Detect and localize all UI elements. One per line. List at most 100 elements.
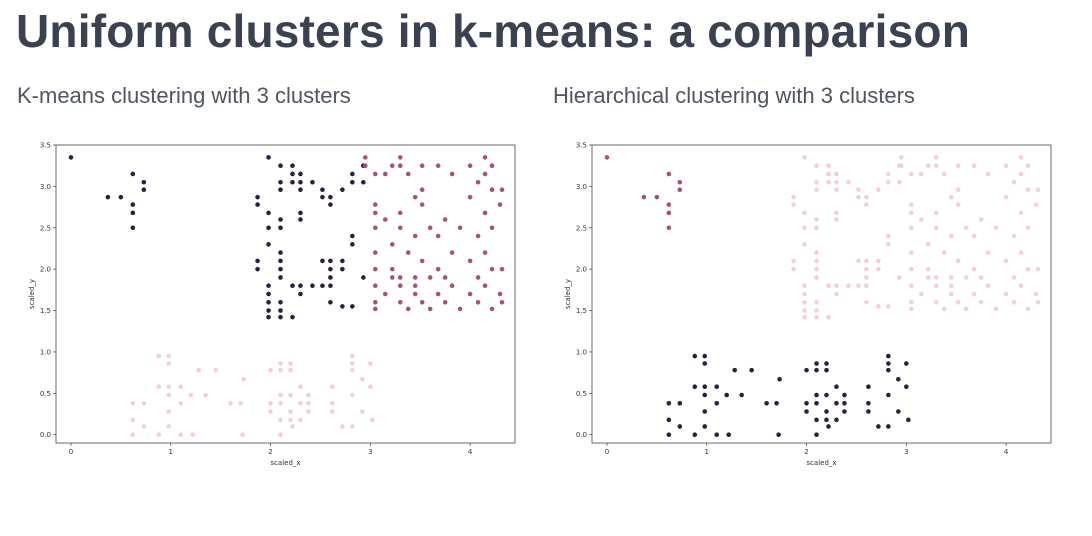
- scatter-point: [834, 291, 839, 297]
- scatter-point: [814, 417, 819, 423]
- y-axis-label: scaled_y: [564, 279, 572, 309]
- scatter-point: [298, 384, 303, 390]
- scatter-point: [266, 314, 271, 320]
- scatter-point: [1011, 275, 1017, 280]
- scatter-point: [360, 409, 365, 414]
- y-tick-label: 1.0: [576, 348, 587, 356]
- scatter-point: [397, 299, 403, 305]
- scatter-point: [834, 283, 839, 289]
- scatter-point: [310, 179, 315, 185]
- scatter-point: [842, 392, 847, 398]
- scatter-point: [726, 432, 732, 438]
- scatter-point: [876, 304, 881, 309]
- scatter-point: [130, 432, 136, 438]
- scatter-point: [499, 299, 505, 305]
- scatter-point: [933, 275, 939, 280]
- scatter-point: [846, 283, 851, 289]
- scatter-point: [363, 163, 368, 168]
- scatter-point: [419, 258, 425, 264]
- scatter-point: [1035, 299, 1041, 305]
- kmeans-chart-title: K-means clustering with 3 clusters: [17, 83, 351, 108]
- scatter-point: [826, 314, 831, 320]
- scatter-point: [842, 409, 847, 414]
- scatter-point: [130, 210, 136, 216]
- scatter-point: [804, 409, 809, 414]
- scatter-point: [1018, 283, 1024, 289]
- scatter-point: [963, 225, 969, 231]
- scatter-point: [886, 367, 891, 373]
- scatter-point: [397, 283, 403, 289]
- scatter-point: [702, 409, 708, 414]
- scatter-point: [666, 210, 672, 216]
- scatter-point: [373, 225, 378, 231]
- scatter-point: [340, 187, 345, 192]
- scatter-point: [985, 250, 991, 255]
- scatter-point: [714, 400, 720, 406]
- x-tick-label: 3: [904, 448, 908, 456]
- scatter-point: [105, 194, 111, 200]
- scatter-point: [389, 163, 395, 168]
- scatter-point: [896, 409, 901, 414]
- scatter-point: [985, 171, 991, 177]
- x-axis-label: scaled_x: [806, 459, 836, 467]
- scatter-point: [941, 306, 947, 312]
- x-tick-label: 1: [705, 448, 709, 456]
- scatter-point: [238, 400, 243, 406]
- scatter-point: [826, 163, 831, 168]
- scatter-point: [497, 291, 503, 297]
- scatter-point: [166, 353, 172, 359]
- scatter-point: [328, 258, 333, 264]
- scatter-point: [955, 258, 961, 264]
- scatter-point: [1003, 163, 1009, 168]
- scatter-point: [971, 233, 977, 239]
- scatter-points: [68, 155, 505, 438]
- scatter-point: [166, 392, 172, 398]
- scatter-point: [834, 384, 839, 390]
- scatter-point: [178, 384, 184, 390]
- scatter-point: [427, 275, 433, 280]
- scatter-point: [130, 171, 136, 177]
- scatter-point: [457, 225, 463, 231]
- scatter-point: [933, 283, 939, 289]
- scatter-point: [677, 179, 683, 185]
- scatter-point: [886, 353, 891, 359]
- scatter-point: [978, 299, 984, 305]
- scatter-point: [1033, 291, 1039, 297]
- y-tick-label: 0.5: [576, 390, 587, 398]
- plot-area-frame: [591, 144, 1052, 444]
- y-tick-label: 1.0: [40, 348, 51, 356]
- scatter-point: [918, 171, 924, 177]
- scatter-point: [340, 258, 345, 264]
- scatter-point: [278, 400, 283, 406]
- scatter-point: [442, 217, 448, 222]
- scatter-point: [489, 187, 495, 192]
- scatter-point: [826, 424, 831, 429]
- scatter-point: [278, 187, 283, 192]
- scatter-point: [909, 202, 914, 207]
- scatter-point: [909, 306, 914, 312]
- scatter-point: [368, 361, 373, 366]
- scatter-point: [804, 367, 809, 373]
- scatter-point: [298, 210, 303, 216]
- scatter-point: [1025, 306, 1031, 312]
- scatter-point: [350, 179, 355, 185]
- scatter-point: [925, 242, 931, 247]
- scatter-point: [804, 400, 809, 406]
- scatter-point: [814, 275, 819, 280]
- scatter-point: [814, 367, 819, 373]
- scatter-point: [278, 299, 283, 305]
- scatter-point: [834, 179, 839, 185]
- scatter-point: [419, 163, 425, 168]
- scatter-point: [864, 258, 869, 264]
- y-tick-label: 2.5: [40, 224, 51, 232]
- scatter-point: [241, 376, 246, 382]
- scatter-point: [666, 202, 672, 207]
- scatter-point: [442, 275, 448, 280]
- x-tick-label: 2: [268, 448, 272, 456]
- scatter-point: [692, 384, 698, 390]
- scatter-point: [278, 367, 283, 373]
- scatter-point: [482, 250, 488, 255]
- scatter-point: [834, 400, 839, 406]
- scatter-point: [897, 179, 902, 185]
- scatter-point: [692, 353, 698, 359]
